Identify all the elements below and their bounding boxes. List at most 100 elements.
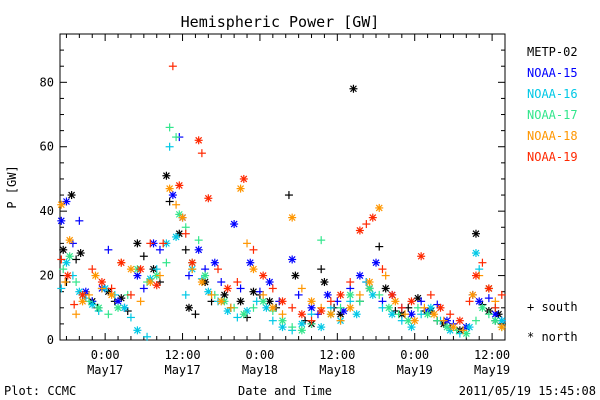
data-point-north — [97, 278, 106, 287]
data-point-south — [375, 290, 384, 299]
data-point-south — [233, 313, 242, 322]
data-point-north — [239, 174, 248, 183]
data-point-south — [446, 310, 455, 319]
data-point-north — [407, 297, 416, 306]
data-point-south — [107, 284, 116, 293]
series-noaa-16 — [57, 142, 506, 341]
data-point-south — [268, 284, 277, 293]
data-point-north — [291, 271, 300, 280]
data-point-north — [223, 284, 232, 293]
data-point-south — [72, 310, 81, 319]
data-point-north — [417, 252, 426, 261]
data-point-north — [236, 297, 245, 306]
data-point-south — [197, 149, 206, 158]
data-point-south — [155, 271, 164, 280]
data-point-north — [388, 290, 397, 299]
data-point-north — [468, 290, 477, 299]
data-point-north — [384, 303, 393, 312]
data-point-south — [491, 303, 500, 312]
data-point-south — [420, 303, 429, 312]
data-point-south — [159, 239, 168, 248]
data-point-south — [401, 310, 410, 319]
x-tick-time: 0:00 — [245, 348, 274, 362]
data-point-south — [397, 303, 406, 312]
data-point-north — [120, 303, 129, 312]
data-point-south — [172, 200, 181, 209]
data-point-north — [288, 213, 297, 222]
data-point-south — [465, 297, 474, 306]
data-point-north — [194, 136, 203, 145]
y-tick-label: 20 — [40, 269, 54, 283]
data-point-south — [249, 303, 258, 312]
data-point-south — [181, 290, 190, 299]
data-point-south — [181, 245, 190, 254]
data-point-north — [249, 287, 258, 296]
data-point-north — [288, 255, 297, 264]
data-point-north — [355, 226, 364, 235]
data-point-south — [288, 323, 297, 332]
data-point-south — [439, 316, 448, 325]
data-point-north — [368, 213, 377, 222]
data-point-north — [317, 307, 326, 316]
data-point-north — [375, 203, 384, 212]
x-tick-time: 0:00 — [91, 348, 120, 362]
data-point-north — [67, 191, 76, 200]
data-point-north — [326, 310, 335, 319]
data-point-south — [459, 326, 468, 335]
x-tick-date: May17 — [164, 363, 200, 377]
y-tick-label: 40 — [40, 204, 54, 218]
data-point-north — [117, 258, 126, 267]
data-point-north — [352, 310, 361, 319]
data-point-north — [146, 278, 155, 287]
data-point-south — [72, 278, 81, 287]
data-point-south — [136, 297, 145, 306]
data-point-south — [362, 220, 371, 229]
data-point-north — [114, 303, 123, 312]
data-point-south — [139, 252, 148, 261]
legend-item-noaa-16: NOAA-16 — [527, 87, 578, 101]
data-point-south — [268, 316, 277, 325]
data-point-south — [236, 284, 245, 293]
data-point-north — [407, 323, 416, 332]
data-point-north — [210, 258, 219, 267]
data-point-north — [249, 265, 258, 274]
data-point-south — [497, 290, 506, 299]
data-point-north — [265, 278, 274, 287]
data-point-south — [417, 297, 426, 306]
data-point-north — [349, 84, 358, 93]
data-point-north — [184, 303, 193, 312]
data-point-north — [317, 323, 326, 332]
legend-item-metp-02: METP-02 — [527, 45, 578, 59]
data-point-north — [168, 191, 177, 200]
data-point-north — [462, 329, 471, 338]
data-point-north — [217, 297, 226, 306]
series-metp-02 — [59, 84, 506, 335]
data-point-south — [165, 197, 174, 206]
legend-item-noaa-19: NOAA-19 — [527, 150, 578, 164]
data-point-north — [230, 220, 239, 229]
data-point-south — [307, 316, 316, 325]
data-point-south — [326, 297, 335, 306]
data-point-south — [226, 303, 235, 312]
data-point-north — [430, 310, 439, 319]
data-point-north — [471, 229, 480, 238]
data-point-south — [346, 278, 355, 287]
data-point-north — [307, 303, 316, 312]
data-point-south — [75, 216, 84, 225]
data-point-south — [181, 229, 190, 238]
data-point-south — [471, 316, 480, 325]
data-point-north — [471, 271, 480, 280]
data-point-south — [375, 242, 384, 251]
data-point-north — [59, 245, 68, 254]
data-point-south — [243, 239, 252, 248]
data-point-south — [288, 303, 297, 312]
chart-title: Hemispheric Power [GW] — [181, 13, 380, 31]
data-point-north — [368, 290, 377, 299]
data-point-north — [449, 323, 458, 332]
legend: METP-02 NOAA-15 NOAA-16 NOAA-17 NOAA-18 NOAA-… — [527, 45, 578, 344]
x-tick-date: May18 — [319, 363, 355, 377]
y-tick-label: 0 — [47, 333, 54, 347]
x-axis-label: Date and Time — [238, 384, 332, 398]
data-point-south — [336, 316, 345, 325]
